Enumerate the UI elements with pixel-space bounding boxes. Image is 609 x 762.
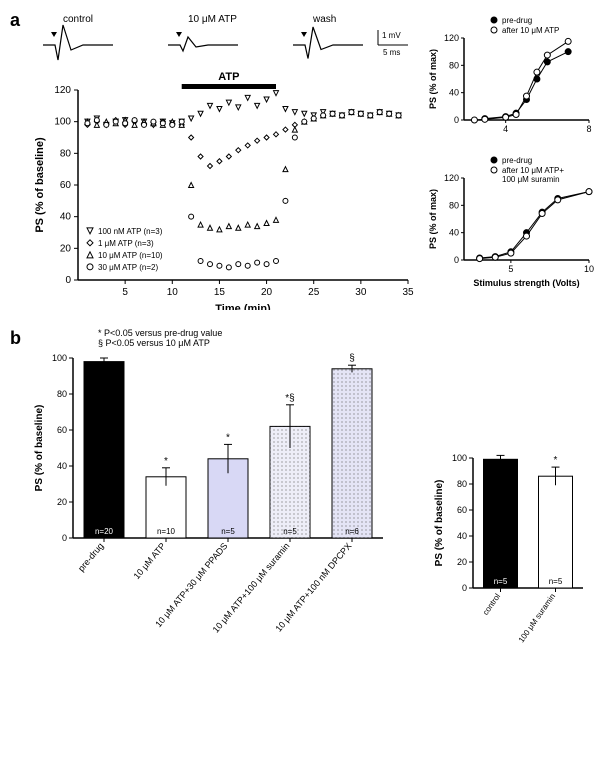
svg-text:40: 40	[60, 212, 72, 223]
svg-text:20: 20	[57, 497, 67, 507]
main-bar-chart: 0 20 40 60 80 100 n=20 pre-drug * n=10 10 μM ATP * n…	[28, 348, 388, 678]
svg-text:10 μM ATP+30 μM PPADS: 10 μM ATP+30 μM PPADS	[153, 541, 229, 629]
svg-text:PS (% of max): PS (% of max)	[428, 189, 438, 249]
svg-text:PS (% of baseline): PS (% of baseline)	[434, 480, 445, 567]
panel-a-row: a control10 μM ATPwash1 mV5 ms 020406080…	[10, 10, 599, 310]
svg-text:0: 0	[462, 583, 467, 593]
svg-text:10: 10	[167, 287, 179, 298]
svg-text:10 μM ATP: 10 μM ATP	[132, 541, 168, 581]
svg-text:20: 20	[60, 243, 72, 254]
panel-b-row: b * P<0.05 versus pre-drug value § P<0.0…	[10, 328, 599, 678]
svg-text:80: 80	[449, 60, 459, 70]
sig-legend-box: * P<0.05 versus pre-drug value § P<0.05 …	[28, 328, 599, 348]
svg-text:20: 20	[457, 557, 467, 567]
svg-text:*: *	[164, 456, 168, 467]
svg-text:control: control	[63, 14, 93, 25]
svg-text:40: 40	[457, 531, 467, 541]
svg-text:60: 60	[57, 425, 67, 435]
svg-text:10 μM ATP: 10 μM ATP	[188, 14, 237, 25]
svg-text:100 μM suramin: 100 μM suramin	[517, 592, 557, 644]
svg-text:0: 0	[454, 255, 459, 265]
svg-text:*§: *§	[285, 393, 294, 404]
svg-text:n=5: n=5	[283, 527, 297, 536]
svg-text:100: 100	[52, 353, 67, 363]
panel-a-label: a	[10, 10, 20, 30]
svg-text:25: 25	[308, 287, 320, 298]
svg-text:n=5: n=5	[221, 527, 235, 536]
svg-text:Stimulus strength (Volts): Stimulus strength (Volts)	[473, 278, 579, 288]
timecourse-chart: 0 20 40 60 80 100 120 5 10 15 20 25 30 35 ATP PS (% of …	[28, 70, 418, 310]
svg-text:0: 0	[454, 115, 459, 125]
svg-text:*: *	[554, 455, 558, 466]
svg-text:35: 35	[402, 287, 414, 298]
svg-text:120: 120	[444, 33, 459, 43]
side-bar-chart: 0 20 40 60 80 100 n=5 control * n=5 100 μM suramin…	[428, 448, 588, 678]
sig-legend-1: * P<0.05 versus pre-drug value	[98, 328, 599, 338]
svg-text:30: 30	[355, 287, 367, 298]
svg-text:0: 0	[65, 275, 71, 286]
svg-text:80: 80	[449, 200, 459, 210]
svg-text:40: 40	[57, 461, 67, 471]
svg-text:PS (% of max): PS (% of max)	[428, 49, 438, 109]
panel-b-label: b	[10, 328, 21, 348]
svg-text:*: *	[226, 432, 230, 443]
svg-text:100: 100	[452, 453, 467, 463]
svg-text:PS (% of baseline): PS (% of baseline)	[34, 405, 45, 492]
svg-text:1 μM ATP (n=3): 1 μM ATP (n=3)	[98, 239, 154, 248]
figure-root: a control10 μM ATPwash1 mV5 ms 020406080…	[10, 10, 599, 678]
svg-text:80: 80	[57, 389, 67, 399]
svg-text:40: 40	[449, 88, 459, 98]
svg-text:after 10 μM ATP: after 10 μM ATP	[502, 26, 559, 35]
svg-text:5: 5	[122, 287, 128, 298]
svg-text:1 mV: 1 mV	[382, 31, 401, 40]
panel-b-content: * P<0.05 versus pre-drug value § P<0.05 …	[28, 328, 599, 678]
svg-text:4: 4	[503, 124, 508, 134]
svg-text:pre-drug: pre-drug	[76, 541, 106, 573]
svg-text:ATP: ATP	[218, 71, 239, 83]
svg-text:80: 80	[457, 479, 467, 489]
svg-text:120: 120	[444, 173, 459, 183]
svg-text:100 nM ATP (n=3): 100 nM ATP (n=3)	[98, 227, 163, 236]
svg-text:PS (% of baseline): PS (% of baseline)	[34, 137, 46, 233]
panel-a-content: control 10 μM ATP wash 1 mV 5 ms 0 20 40 60 80 10…	[28, 10, 424, 310]
svg-text:Time (min): Time (min)	[215, 303, 271, 310]
svg-text:5: 5	[508, 264, 513, 274]
svg-text:control: control	[481, 592, 502, 617]
svg-text:30 μM ATP (n=2): 30 μM ATP (n=2)	[98, 263, 158, 272]
panel-b-label-box: b	[10, 328, 28, 678]
svg-text:20: 20	[261, 287, 273, 298]
svg-text:after 10 μM ATP+: after 10 μM ATP+	[502, 166, 564, 175]
svg-text:60: 60	[457, 505, 467, 515]
svg-text:5 ms: 5 ms	[383, 48, 400, 57]
sig-legend-2: § P<0.05 versus 10 μM ATP	[98, 338, 599, 348]
svg-text:60: 60	[60, 180, 72, 191]
svg-text:100: 100	[54, 117, 71, 128]
svg-text:pre-drug: pre-drug	[502, 156, 532, 165]
svg-text:n=5: n=5	[549, 577, 563, 586]
svg-text:n=10: n=10	[157, 527, 176, 536]
svg-text:80: 80	[60, 148, 72, 159]
svg-text:15: 15	[214, 287, 226, 298]
panel-a-label-box: a	[10, 10, 28, 310]
io-curve-bottom: 0 40 80 120 5 10 pre-drugafter 10 μM ATP+100 μ…	[424, 150, 599, 310]
svg-text:n=20: n=20	[95, 527, 114, 536]
io-curve-top: 0 40 80 120 4 8 pre-drugafter 10 μM ATP PS (% o…	[424, 10, 599, 150]
svg-text:100 μM suramin: 100 μM suramin	[502, 175, 560, 184]
svg-text:10 μM ATP (n=10): 10 μM ATP (n=10)	[98, 251, 163, 260]
svg-text:wash: wash	[312, 14, 336, 25]
svg-text:0: 0	[62, 533, 67, 543]
svg-text:40: 40	[449, 228, 459, 238]
svg-text:n=5: n=5	[494, 577, 508, 586]
svg-text:120: 120	[54, 85, 71, 96]
svg-text:8: 8	[586, 124, 591, 134]
svg-text:§: §	[349, 353, 355, 364]
svg-text:10: 10	[584, 264, 594, 274]
svg-text:pre-drug: pre-drug	[502, 16, 532, 25]
svg-text:n=6: n=6	[345, 527, 359, 536]
panel-a-io-column: 0408012048pre-drugafter 10 μM ATPPS (% o…	[424, 10, 599, 310]
svg-text:10 μM ATP+100 nM DPCPX: 10 μM ATP+100 nM DPCPX	[273, 541, 353, 634]
traces-svg: control 10 μM ATP wash 1 mV 5 ms	[28, 10, 418, 70]
